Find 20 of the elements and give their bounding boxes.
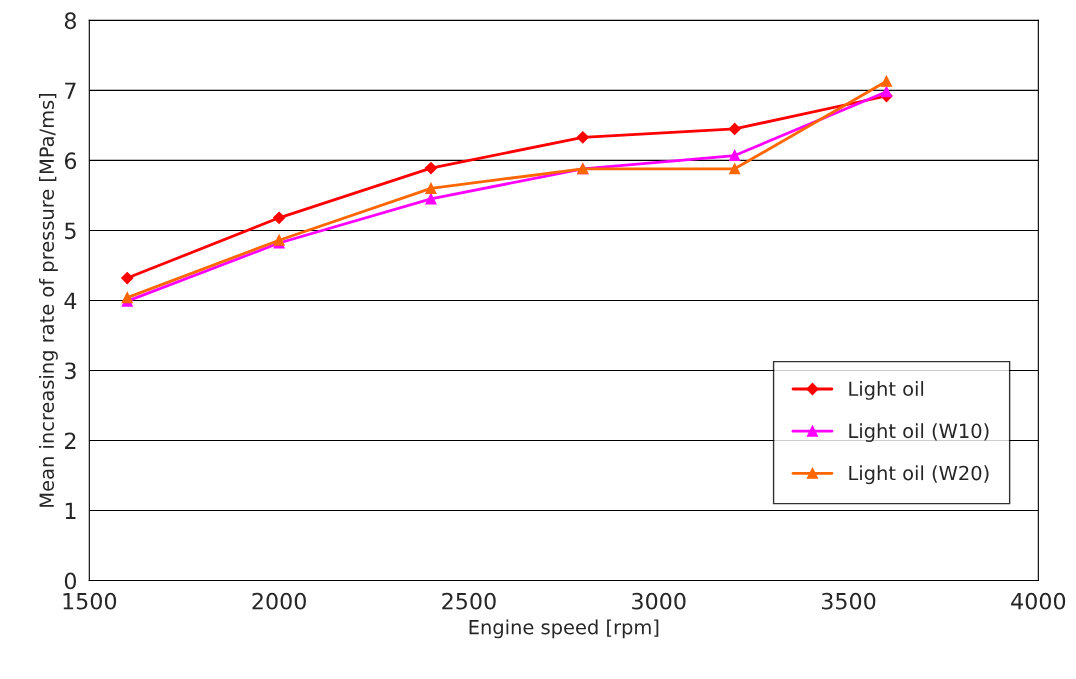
x-tick-label: 2000 (252, 592, 306, 610)
y-tick-label: 0 (64, 572, 77, 590)
y-tick-label: 8 (64, 12, 76, 30)
x-tick-label: 4000 (1011, 592, 1066, 610)
x-axis-title: Engine speed [rpm] (469, 619, 659, 639)
y-tick-label: 1 (65, 502, 76, 519)
legend-label: Light oil (W10) (849, 423, 989, 443)
y-tick-label: 6 (64, 152, 77, 170)
x-tick-label: 3500 (821, 592, 876, 610)
legend-label: Light oil (W20) (849, 465, 989, 485)
y-tick-label: 5 (65, 222, 76, 240)
y-tick-label: 2 (64, 432, 76, 449)
x-tick-label: 1500 (63, 592, 117, 610)
y-tick-label: 4 (64, 292, 77, 309)
y-tick-label: 7 (65, 82, 76, 99)
y-tick-label: 3 (65, 362, 76, 380)
x-tick-label: 3000 (632, 592, 686, 610)
y-axis-title: Mean increasing rate of pressure [MPa/ms] (38, 93, 58, 507)
x-tick-label: 2500 (442, 592, 496, 610)
legend-label: Light oil (849, 381, 924, 400)
